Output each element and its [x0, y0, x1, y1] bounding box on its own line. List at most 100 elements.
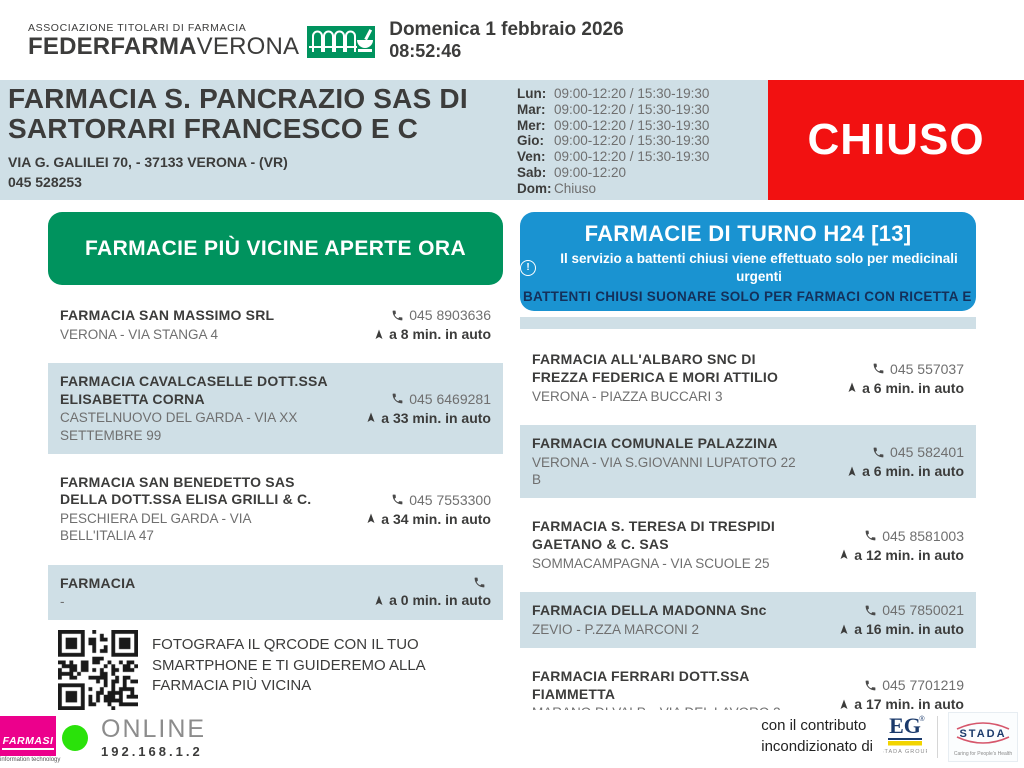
warning-icon: ! [520, 259, 536, 276]
pharmacy-list-item: FARMACIA - a 0 min. in auto [48, 564, 503, 621]
list-scroll-remnant [520, 317, 976, 330]
opening-hours-row: Dom: Chiuso [517, 181, 767, 197]
pharmacy-info-band: FARMACIA S. PANCRAZIO SAS DI SARTORARI F… [0, 80, 1024, 200]
navigation-arrow-icon [375, 595, 383, 605]
svg-text:STADA GROUP: STADA GROUP [883, 749, 927, 755]
pharmacy-phone: 045 528253 [8, 173, 82, 190]
pharmacy-item-drive-time: a 34 min. in auto [381, 510, 491, 527]
current-time: 08:52:46 [389, 40, 462, 61]
opening-hours-row: Mar: 09:00-12:20 / 15:30-19:30 [517, 102, 767, 118]
pharmacy-item-address: ZEVIO - P.ZZA MARCONI 2 [532, 621, 700, 637]
hours-time-value: 09:00-12:20 / 15:30-19:30 [554, 86, 710, 101]
pharmacy-item-drive-time: a 6 min. in auto [862, 463, 964, 480]
phone-icon [474, 578, 485, 588]
pharmacy-item-address: VERONA - VIA STANGA 4 [60, 326, 219, 342]
pharmacy-item-address: - [60, 594, 65, 610]
pharmacy-item-phone: 045 8581003 [882, 527, 964, 544]
pharmacy-item-name: FARMACIA FERRARI DOTT.SSA FIAMMETTA [532, 667, 750, 702]
pharmacy-item-name: FARMACIA [60, 574, 136, 591]
hours-day-label: Dom: [517, 180, 552, 196]
opening-hours-row: Gio: 09:00-12:20 / 15:30-19:30 [517, 133, 767, 149]
hours-day-label: Gio: [517, 133, 544, 149]
pharmacy-list-item: FARMACIA SAN BENEDETTO SAS DELLA DOTT.SS… [48, 463, 503, 555]
online-indicator-dot [62, 725, 88, 751]
current-date: Domenica 1 febbraio 2026 [389, 18, 624, 40]
svg-text:STADA: STADA [959, 728, 1006, 740]
pharmacy-item-name: FARMACIA SAN MASSIMO SRL [60, 307, 275, 323]
hours-day-label: Mar: [517, 101, 546, 117]
pharmacy-item-phone: 045 7553300 [409, 491, 491, 508]
hours-time-value: 09:00-12:20 [554, 164, 627, 180]
pharmacy-list-item: FARMACIA ALL'ALBARO SNC DI FREZZA FEDERI… [520, 341, 976, 416]
sponsor-divider [937, 715, 938, 758]
pharmacy-item-name: FARMACIA DELLA MADONNA Snc [532, 601, 767, 618]
datetime-block: Domenica 1 febbraio 2026 08:52:46 [389, 19, 623, 62]
pharmacy-item-phone: 045 7701219 [882, 677, 964, 694]
pharmacy-item-drive-time: a 16 min. in auto [854, 621, 964, 638]
pharmacy-item-address: CASTELNUOVO DEL GARDA - VIA XX SETTEMBRE… [60, 410, 298, 443]
hours-day-label: Sab: [517, 164, 547, 180]
sponsor-block: con il contributo incondizionato di EG ®… [761, 711, 1018, 762]
brand-name: FEDERFARMAVERONA [28, 32, 300, 60]
pharmacy-item-phone: 045 6469281 [409, 390, 491, 407]
duty-title: FARMACIE DI TURNO H24 [13] [584, 221, 912, 246]
pharmacy-item-address: VERONA - PIAZZA BUCCARI 3 [532, 389, 723, 405]
phone-icon [392, 310, 403, 321]
footer: FARMASI information technology ONLINE 19… [0, 710, 1024, 768]
top-header: ASSOCIAZIONE TITOLARI DI FARMACIA FEDERF… [0, 0, 1024, 80]
navigation-arrow-icon [840, 549, 848, 560]
pharmacy-item-drive-time: a 0 min. in auto [389, 592, 491, 609]
eg-logo: EG ® STADA GROUP [880, 711, 929, 762]
pharmacy-list-item: FARMACIA S. TERESA DI TRESPIDI GAETANO &… [520, 508, 976, 582]
pharmacy-item-phone: 045 8903636 [409, 307, 491, 324]
navigation-arrow-icon [375, 329, 383, 339]
pharmacy-address: VIA G. GALILEI 70, - 37133 VERONA - (VR) [8, 154, 288, 171]
phone-icon [392, 393, 403, 404]
navigation-arrow-icon [848, 382, 856, 393]
phone-icon [392, 494, 403, 505]
pharmacy-list-item: FARMACIA SAN MASSIMO SRL VERONA - VIA ST… [48, 297, 503, 353]
farmasi-brand: FARMASI [2, 735, 54, 750]
nearest-open-header: FARMACIE PIÙ VICINE APERTE ORA [48, 212, 503, 285]
navigation-arrow-icon [840, 699, 848, 709]
opening-hours-row: Sab: 09:00-12:20 [517, 165, 767, 181]
pharmacy-item-name: FARMACIA SAN BENEDETTO SAS DELLA DOTT.SS… [60, 473, 312, 508]
duty-marquee: BATTENTI CHIUSI SUONARE SOLO PER FARMACI… [523, 289, 976, 305]
pharmacy-item-drive-time: a 33 min. in auto [381, 409, 491, 426]
svg-text:Caring for People's Health: Caring for People's Health [954, 751, 1012, 757]
qr-code [58, 630, 138, 710]
online-label: ONLINE [101, 715, 207, 743]
duty-list: FARMACIA ALL'ALBARO SNC DI FREZZA FEDERI… [520, 341, 976, 710]
nearest-open-panel: FARMACIE PIÙ VICINE APERTE ORA FARMACIA … [48, 212, 503, 710]
stada-logo: STADA Caring for People's Health [948, 711, 1018, 762]
pharmacy-item-name: FARMACIA CAVALCASELLE DOTT.SSA ELISABETT… [60, 372, 328, 407]
hours-day-label: Mer: [517, 117, 546, 133]
pharmacy-item-drive-time: a 6 min. in auto [862, 379, 964, 396]
farmasi-logo: FARMASI information technology [0, 716, 60, 763]
phone-icon [865, 605, 876, 616]
duty-header: FARMACIE DI TURNO H24 [13] ! Il servizio… [520, 212, 976, 312]
duty-panel: FARMACIE DI TURNO H24 [13] ! Il servizio… [520, 212, 976, 710]
phone-icon [873, 363, 884, 374]
pharmacy-item-name: FARMACIA ALL'ALBARO SNC DI FREZZA FEDERI… [532, 351, 779, 386]
pharmacy-item-name: FARMACIA COMUNALE PALAZZINA [532, 435, 778, 452]
status-text: CHIUSO [807, 115, 985, 164]
navigation-arrow-icon [848, 466, 856, 476]
phone-icon [865, 530, 876, 541]
pharmacy-item-drive-time: a 8 min. in auto [389, 326, 491, 343]
qr-caption: FOTOGRAFA IL QRCODE CON IL TUO SMARTPHON… [152, 636, 425, 694]
opening-hours-row: Mer: 09:00-12:20 / 15:30-19:30 [517, 118, 767, 134]
pharmacy-item-name: FARMACIA S. TERESA DI TRESPIDI GAETANO &… [532, 518, 775, 552]
duty-subtitle: ! Il servizio a battenti chiusi viene ef… [520, 250, 976, 285]
opening-hours-row: Ven: 09:00-12:20 / 15:30-19:30 [517, 149, 767, 165]
pharmacy-list-item: FARMACIA DELLA MADONNA Snc ZEVIO - P.ZZA… [520, 591, 976, 648]
pharmacy-item-drive-time: a 12 min. in auto [854, 546, 964, 563]
svg-text:®: ® [919, 715, 925, 723]
navigation-arrow-icon [367, 412, 375, 423]
federfarma-arena-icon [305, 16, 376, 65]
pharmacy-item-address: SOMMACAMPAGNA - VIA SCUOLE 25 [532, 555, 770, 571]
pharmacy-name: FARMACIA S. PANCRAZIO SAS DI SARTORARI F… [8, 83, 468, 145]
pharmacy-item-address: MARANO DI VALP. - VIA DEL LAVORO 3 [532, 704, 802, 710]
opening-hours-row: Lun: 09:00-12:20 / 15:30-19:30 [517, 86, 767, 102]
hours-day-label: Ven: [517, 149, 546, 165]
